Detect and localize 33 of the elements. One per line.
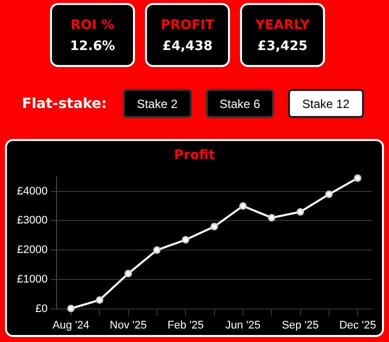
text: Stake 12: [288, 89, 364, 118]
x-tick-label: Aug '24: [52, 319, 90, 332]
y-tick-label: £0: [35, 302, 48, 315]
point: [325, 190, 333, 198]
y-tick-label: £1000: [16, 273, 48, 286]
x-tick-label: Feb '25: [167, 319, 204, 332]
point: [67, 304, 75, 312]
point: [354, 174, 362, 182]
point: [239, 202, 247, 210]
point: [210, 222, 218, 230]
y-tick-label: £4000: [16, 185, 48, 198]
x-tick-label: Nov '25: [110, 319, 147, 332]
point: [296, 208, 304, 216]
text: Stake 6: [206, 89, 274, 118]
point: [96, 296, 104, 304]
text: Stake 2: [122, 89, 192, 118]
text: PROFIT: [160, 18, 216, 33]
text: £4,438: [161, 39, 214, 54]
point: [268, 214, 276, 222]
text: 12.6%: [68, 39, 116, 54]
y-tick-label: £2000: [16, 244, 48, 256]
x-tick-label: Dec '25: [339, 319, 376, 332]
point: [124, 270, 132, 278]
text: ROI %: [70, 18, 116, 33]
point: [153, 246, 161, 254]
text: YEARLY: [254, 18, 311, 33]
x-tick-label: Sep '25: [282, 319, 319, 332]
x-tick-label: Jun '25: [225, 319, 261, 332]
chart-title: Profit: [173, 148, 216, 163]
text: Flat-stake:: [22, 96, 107, 112]
point: [182, 236, 190, 244]
text: £3,425: [256, 39, 309, 54]
y-tick-label: £3000: [16, 214, 48, 227]
